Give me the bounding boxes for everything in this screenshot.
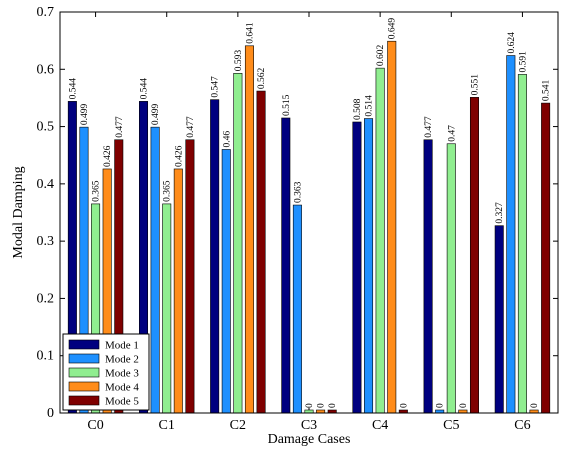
legend-swatch-mode-2 xyxy=(68,353,100,364)
legend-label-mode-3: Mode 3 xyxy=(105,368,139,380)
bar-c4-mode-2 xyxy=(364,118,374,414)
bar-c5-mode-3 xyxy=(446,143,456,414)
y-tick-label: 0.1 xyxy=(37,349,55,364)
legend-swatch-mode-4 xyxy=(68,381,100,392)
bar-c3-mode-2 xyxy=(292,204,302,414)
bar-c5-mode-1 xyxy=(423,139,433,414)
legend-label-mode-5: Mode 5 xyxy=(105,396,139,408)
y-tick-label: 0.6 xyxy=(37,62,55,77)
bar-c2-mode-4 xyxy=(244,45,254,414)
value-label-c1-mode-4: 0.426 xyxy=(174,145,184,167)
value-label-c6-mode-2: 0.624 xyxy=(507,32,517,54)
value-label-c3-mode-4: 0 xyxy=(317,403,327,408)
bar-c1-mode-4 xyxy=(173,168,183,414)
bar-c6-mode-3 xyxy=(517,74,527,414)
value-label-c0-mode-2: 0.499 xyxy=(80,104,90,126)
value-label-c5-mode-5: 0.551 xyxy=(470,74,480,96)
value-label-c2-mode-1: 0.547 xyxy=(211,76,221,98)
bar-c4-mode-3 xyxy=(375,67,385,414)
legend: Mode 1 Mode 2 Mode 3 Mode 4 Mode 5 xyxy=(62,333,150,411)
x-axis-title: Damage Cases xyxy=(268,432,351,447)
value-label-c6-mode-3: 0.591 xyxy=(518,51,528,73)
legend-label-mode-1: Mode 1 xyxy=(105,340,139,352)
bar-c6-mode-5 xyxy=(541,102,551,414)
value-label-c3-mode-3: 0 xyxy=(305,403,315,408)
x-tick-label-c3: C3 xyxy=(301,418,317,433)
bar-c2-mode-3 xyxy=(233,72,243,414)
bar-c6-mode-2 xyxy=(506,55,516,414)
x-tick-label-c4: C4 xyxy=(372,418,388,433)
bar-c1-mode-3 xyxy=(162,203,172,414)
value-label-c0-mode-5: 0.477 xyxy=(115,116,125,138)
bar-c2-mode-1 xyxy=(210,99,220,414)
value-label-c0-mode-1: 0.544 xyxy=(68,78,78,100)
bar-c4-mode-4 xyxy=(387,40,397,414)
x-tick-label-c0: C0 xyxy=(87,418,103,433)
value-label-c5-mode-1: 0.477 xyxy=(424,116,434,138)
value-label-c3-mode-2: 0.363 xyxy=(293,181,303,203)
x-tick-label-c6: C6 xyxy=(514,418,530,433)
y-axis-ticks: 0 0.1 0.2 0.3 0.4 0.5 0.6 0.7 xyxy=(37,5,558,421)
y-tick-label: 0 xyxy=(47,406,54,421)
value-label-c6-mode-1: 0.327 xyxy=(495,202,505,224)
value-label-c5-mode-4: 0 xyxy=(459,403,469,408)
value-label-c1-mode-2: 0.499 xyxy=(151,104,161,126)
bar-c1-mode-5 xyxy=(185,139,195,414)
legend-swatch-mode-1 xyxy=(68,339,100,350)
value-label-c4-mode-4: 0.649 xyxy=(388,18,398,40)
legend-label-mode-2: Mode 2 xyxy=(105,354,139,366)
value-label-c2-mode-3: 0.593 xyxy=(234,50,244,72)
value-label-c6-mode-4: 0 xyxy=(530,403,540,408)
y-tick-label: 0.4 xyxy=(37,177,55,192)
x-tick-label-c2: C2 xyxy=(230,418,246,433)
value-label-c3-mode-5: 0 xyxy=(328,403,338,408)
legend-swatch-mode-5 xyxy=(68,395,100,406)
value-label-c1-mode-1: 0.544 xyxy=(140,78,150,100)
value-label-c4-mode-5: 0 xyxy=(399,403,409,408)
bar-c5-mode-5 xyxy=(469,97,479,414)
bar-c1-mode-2 xyxy=(150,126,160,414)
y-tick-label: 0.2 xyxy=(37,291,55,306)
legend-swatch-mode-3 xyxy=(68,367,100,378)
value-label-c6-mode-5: 0.541 xyxy=(542,79,552,101)
y-tick-label: 0.3 xyxy=(37,234,55,249)
value-label-c1-mode-5: 0.477 xyxy=(186,116,196,138)
value-label-c5-mode-2: 0 xyxy=(436,403,446,408)
value-label-c5-mode-3: 0.47 xyxy=(447,125,457,142)
data-labels: 0.5440.4990.3650.4260.4770.5440.4990.365… xyxy=(68,18,551,408)
value-label-c0-mode-4: 0.426 xyxy=(103,145,113,167)
value-label-c0-mode-3: 0.365 xyxy=(92,180,102,202)
value-label-c1-mode-3: 0.365 xyxy=(163,180,173,202)
value-label-c4-mode-3: 0.602 xyxy=(376,45,386,67)
bar-c3-mode-1 xyxy=(281,117,291,414)
bar-series xyxy=(67,40,551,414)
value-label-c2-mode-2: 0.46 xyxy=(222,131,232,148)
legend-label-mode-4: Mode 4 xyxy=(105,382,139,394)
bar-c2-mode-5 xyxy=(256,90,266,414)
value-label-c4-mode-2: 0.514 xyxy=(365,95,375,117)
value-label-c4-mode-1: 0.508 xyxy=(353,98,363,120)
x-axis-ticks: C0 C1 C2 C3 C4 C5 C6 xyxy=(87,12,531,433)
value-label-c3-mode-1: 0.515 xyxy=(282,94,292,116)
x-tick-label-c1: C1 xyxy=(159,418,175,433)
bar-c2-mode-2 xyxy=(221,149,231,414)
y-tick-label: 0.7 xyxy=(37,5,55,20)
x-tick-label-c5: C5 xyxy=(443,418,459,433)
bar-c6-mode-1 xyxy=(494,225,504,414)
plot-frame xyxy=(59,11,559,414)
value-label-c2-mode-5: 0.562 xyxy=(257,67,267,89)
value-label-c2-mode-4: 0.641 xyxy=(245,22,255,44)
y-axis-title: Modal Damping xyxy=(11,166,26,258)
bar-c4-mode-1 xyxy=(352,121,362,414)
y-tick-label: 0.5 xyxy=(37,120,55,135)
